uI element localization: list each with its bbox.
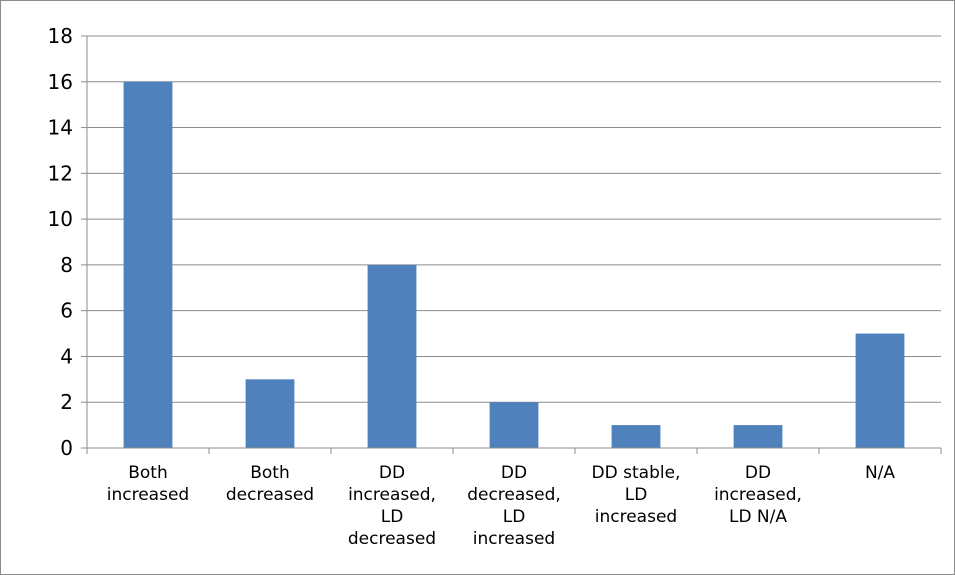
x-category-label-1-line-1: Both	[128, 463, 168, 483]
x-axis-category-labels: BothincreasedBothdecreasedDDincreased,LD…	[107, 463, 896, 549]
bar-1	[123, 81, 173, 449]
x-category-label-4-line-4: increased	[473, 529, 555, 549]
y-tick-label-14: 14	[48, 116, 73, 140]
x-category-label-3-line-4: decreased	[348, 529, 436, 549]
bar-2	[245, 379, 295, 448]
x-category-label-6-line-3: LD N/A	[729, 507, 787, 527]
x-category-label-4-line-2: decreased,	[467, 485, 561, 505]
axes	[81, 35, 942, 454]
x-category-label-6-line-2: increased,	[714, 485, 802, 505]
x-category-label-5-line-3: increased	[595, 507, 677, 527]
x-category-label-7-line-1: N/A	[865, 463, 895, 483]
gridlines	[87, 35, 941, 403]
y-tick-label-10: 10	[48, 207, 73, 231]
x-category-label-6-line-1: DD	[745, 463, 771, 483]
y-tick-label-2: 2	[60, 390, 73, 414]
y-axis-tick-labels: 0 2 4 6 8 10 12 14 16 18	[48, 24, 73, 460]
y-tick-label-6: 6	[60, 299, 73, 323]
bar-4	[489, 402, 539, 448]
bar-5	[611, 425, 661, 448]
x-category-label-3-line-1: DD	[379, 463, 405, 483]
x-category-label-1-line-2: increased	[107, 485, 189, 505]
bar-7	[855, 333, 905, 448]
x-category-label-4-line-3: LD	[503, 507, 526, 527]
y-tick-label-8: 8	[60, 253, 73, 277]
x-category-label-5-line-2: LD	[625, 485, 648, 505]
y-tick-label-18: 18	[48, 24, 73, 48]
y-tick-label-12: 12	[48, 161, 73, 185]
x-category-label-3-line-3: LD	[381, 507, 404, 527]
bar-3	[367, 264, 417, 448]
x-category-label-2-line-1: Both	[250, 463, 290, 483]
y-tick-label-16: 16	[48, 70, 73, 94]
y-tick-label-0: 0	[60, 436, 73, 460]
x-category-label-4-line-1: DD	[501, 463, 527, 483]
x-category-label-2-line-2: decreased	[226, 485, 314, 505]
x-category-label-3-line-2: increased,	[348, 485, 436, 505]
x-category-label-5-line-1: DD stable,	[592, 463, 681, 483]
bars	[123, 81, 905, 449]
y-tick-label-4: 4	[60, 344, 73, 368]
bar-6	[733, 425, 783, 448]
